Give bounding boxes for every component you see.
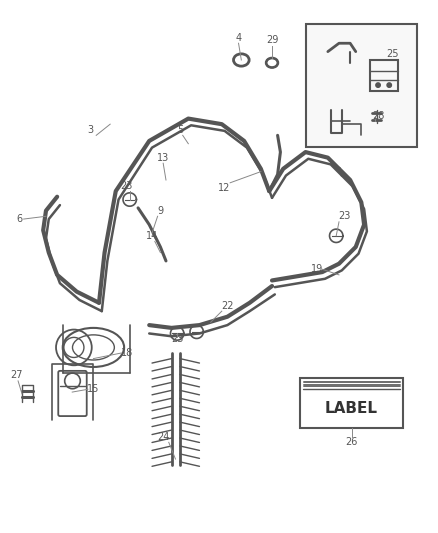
Text: 4: 4: [236, 33, 242, 43]
Text: 22: 22: [221, 301, 233, 311]
Text: 23: 23: [121, 181, 133, 191]
Text: 3: 3: [88, 125, 94, 135]
Text: 5: 5: [177, 125, 183, 135]
Text: LABEL: LABEL: [325, 401, 378, 416]
Text: 24: 24: [157, 432, 170, 442]
Bar: [370, 60, 398, 91]
Text: 12: 12: [219, 183, 231, 193]
Text: 26: 26: [346, 437, 358, 447]
Text: 14: 14: [146, 231, 158, 241]
Text: 29: 29: [266, 36, 278, 45]
Text: 13: 13: [157, 152, 170, 163]
Circle shape: [376, 83, 380, 87]
Text: 25: 25: [386, 50, 398, 59]
Text: 9: 9: [157, 206, 163, 216]
Circle shape: [387, 83, 392, 87]
Text: 6: 6: [17, 214, 23, 224]
Text: 28: 28: [372, 111, 384, 121]
Text: 19: 19: [311, 264, 323, 274]
Text: 23: 23: [171, 334, 184, 344]
Text: 27: 27: [11, 370, 23, 381]
Text: 18: 18: [121, 348, 133, 358]
Bar: [300, 378, 403, 429]
Text: 23: 23: [339, 211, 351, 221]
Text: 15: 15: [87, 384, 99, 394]
FancyBboxPatch shape: [306, 23, 417, 147]
